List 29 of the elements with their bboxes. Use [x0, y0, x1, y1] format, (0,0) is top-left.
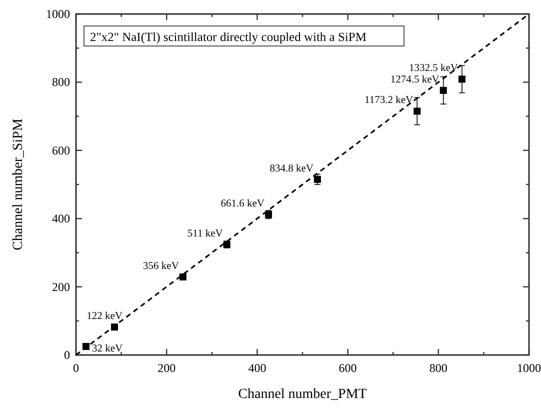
annotation: 834.8 keV — [270, 163, 314, 174]
y-tick-label: 1000 — [46, 7, 70, 21]
point — [179, 273, 186, 280]
y-tick-label: 600 — [52, 143, 70, 158]
point — [458, 76, 466, 83]
y-tick-label: 200 — [52, 280, 70, 294]
y-tick-label: 0 — [64, 348, 70, 362]
annotation: 511 keV — [187, 228, 224, 240]
x-tick-label: 200 — [158, 361, 176, 375]
annotation: 1173.2 keV — [364, 95, 414, 106]
y-axis-title: Channel number_SiPM — [11, 118, 26, 250]
x-tick-label: 600 — [338, 361, 357, 375]
point — [314, 176, 321, 183]
y-tick-label: 400 — [52, 212, 70, 226]
y-tick-label: 800 — [52, 75, 70, 90]
annotation: 32 keV — [92, 343, 123, 354]
x-axis-title: Channel number_PMT — [238, 387, 368, 402]
x-tick-label: 1000 — [517, 361, 541, 375]
point — [414, 108, 421, 115]
annotation: 2"x2" NaI(Tl) scintillator directly coupled with a SiPM — [90, 30, 366, 44]
x-tick-label: 400 — [248, 361, 266, 375]
annotation: 122 keV — [86, 311, 123, 322]
annotation: 661.6 keV — [220, 198, 265, 210]
annotation: 356 keV — [143, 260, 180, 272]
annotation: 1274.5 keV — [390, 74, 440, 86]
annotation: 1332.5 keV — [408, 63, 458, 74]
x-tick-label: 0 — [73, 361, 79, 375]
point — [440, 86, 447, 94]
x-tick-label: 800 — [429, 361, 448, 375]
